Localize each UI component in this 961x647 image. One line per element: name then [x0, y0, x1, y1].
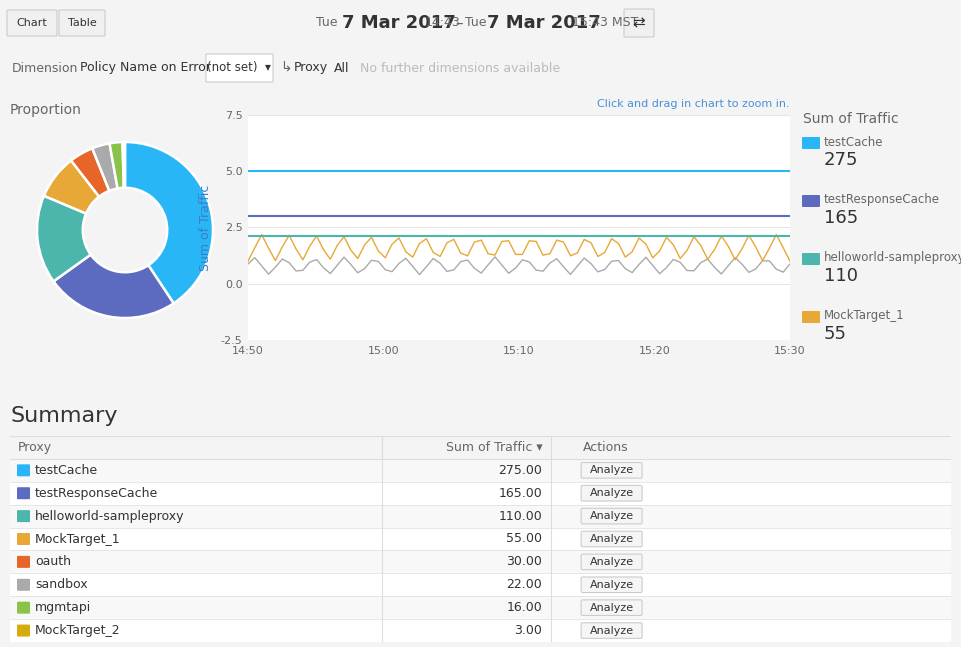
- FancyBboxPatch shape: [581, 554, 642, 569]
- FancyBboxPatch shape: [581, 531, 642, 547]
- Bar: [10, 573, 951, 597]
- Bar: [10, 482, 951, 505]
- Text: oauth: oauth: [35, 555, 71, 568]
- Text: –: –: [455, 16, 462, 30]
- Text: Analyze: Analyze: [589, 626, 633, 635]
- Text: Table: Table: [67, 18, 96, 28]
- Text: 15:43 MST: 15:43 MST: [572, 17, 638, 30]
- FancyBboxPatch shape: [802, 195, 820, 207]
- Text: 110.00: 110.00: [499, 510, 542, 523]
- Text: Policy Name on Error: Policy Name on Error: [80, 61, 210, 74]
- Text: 55: 55: [824, 325, 847, 343]
- FancyBboxPatch shape: [17, 510, 30, 522]
- FancyBboxPatch shape: [581, 509, 642, 524]
- FancyBboxPatch shape: [581, 463, 642, 478]
- Text: Dimension: Dimension: [12, 61, 79, 74]
- FancyBboxPatch shape: [17, 624, 30, 637]
- FancyBboxPatch shape: [624, 9, 654, 37]
- FancyBboxPatch shape: [206, 54, 273, 82]
- Wedge shape: [54, 255, 174, 318]
- Wedge shape: [110, 142, 124, 188]
- FancyBboxPatch shape: [59, 10, 105, 36]
- Text: All: All: [334, 61, 350, 74]
- Text: Click and drag in chart to zoom in.: Click and drag in chart to zoom in.: [598, 99, 790, 109]
- Text: 275.00: 275.00: [499, 464, 542, 477]
- FancyBboxPatch shape: [802, 311, 820, 323]
- Text: 165: 165: [824, 209, 858, 227]
- Text: Sum of Traffic: Sum of Traffic: [803, 112, 899, 126]
- Bar: [10, 527, 951, 551]
- Text: Analyze: Analyze: [589, 602, 633, 613]
- Text: testResponseCache: testResponseCache: [824, 193, 940, 206]
- Text: testCache: testCache: [824, 135, 883, 149]
- Text: Analyze: Analyze: [589, 511, 633, 521]
- Text: ⇄: ⇄: [632, 16, 646, 30]
- Text: Analyze: Analyze: [589, 465, 633, 476]
- FancyBboxPatch shape: [17, 579, 30, 591]
- FancyBboxPatch shape: [7, 10, 57, 36]
- Text: 7 Mar 2017: 7 Mar 2017: [487, 14, 601, 32]
- Text: Proxy: Proxy: [18, 441, 52, 454]
- FancyBboxPatch shape: [581, 600, 642, 615]
- Text: ↳: ↳: [280, 61, 291, 75]
- Text: 22.00: 22.00: [506, 578, 542, 591]
- Text: Tue: Tue: [316, 17, 338, 30]
- Text: helloworld-sampleproxy: helloworld-sampleproxy: [35, 510, 185, 523]
- FancyBboxPatch shape: [581, 577, 642, 593]
- Text: MockTarget_1: MockTarget_1: [824, 309, 904, 322]
- Text: 7 Mar 2017: 7 Mar 2017: [342, 14, 456, 32]
- Text: Proportion: Proportion: [10, 103, 82, 117]
- Wedge shape: [71, 148, 110, 197]
- FancyBboxPatch shape: [802, 253, 820, 265]
- Text: Proxy: Proxy: [294, 61, 328, 74]
- Text: 55.00: 55.00: [506, 532, 542, 545]
- FancyBboxPatch shape: [17, 602, 30, 613]
- Text: 14:43: 14:43: [425, 17, 460, 30]
- Text: Tue: Tue: [465, 17, 486, 30]
- Wedge shape: [37, 196, 90, 281]
- Text: Analyze: Analyze: [589, 557, 633, 567]
- Bar: [10, 505, 951, 527]
- Text: sandbox: sandbox: [35, 578, 87, 591]
- Text: testResponseCache: testResponseCache: [35, 487, 159, 499]
- Bar: [10, 619, 951, 642]
- FancyBboxPatch shape: [17, 556, 30, 568]
- Wedge shape: [92, 144, 117, 191]
- Bar: [10, 597, 951, 619]
- Wedge shape: [44, 160, 99, 214]
- FancyBboxPatch shape: [17, 487, 30, 499]
- Text: Analyze: Analyze: [589, 534, 633, 544]
- FancyBboxPatch shape: [581, 623, 642, 639]
- Wedge shape: [123, 142, 125, 188]
- Wedge shape: [125, 142, 213, 303]
- FancyBboxPatch shape: [581, 485, 642, 501]
- Text: 30.00: 30.00: [506, 555, 542, 568]
- FancyBboxPatch shape: [802, 137, 820, 149]
- Text: 165.00: 165.00: [499, 487, 542, 499]
- Text: Analyze: Analyze: [589, 488, 633, 498]
- Text: Actions: Actions: [582, 441, 628, 454]
- Text: MockTarget_1: MockTarget_1: [35, 532, 121, 545]
- Text: 3.00: 3.00: [514, 624, 542, 637]
- Bar: [10, 459, 951, 482]
- Text: Analyze: Analyze: [589, 580, 633, 590]
- Text: (not set)  ▾: (not set) ▾: [207, 61, 271, 74]
- Text: No further dimensions available: No further dimensions available: [360, 61, 560, 74]
- FancyBboxPatch shape: [17, 533, 30, 545]
- Text: MockTarget_2: MockTarget_2: [35, 624, 121, 637]
- Text: helloworld-sampleproxy: helloworld-sampleproxy: [824, 252, 961, 265]
- Text: mgmtapi: mgmtapi: [35, 601, 91, 614]
- Y-axis label: Sum of Traffic: Sum of Traffic: [199, 184, 212, 270]
- Text: testCache: testCache: [35, 464, 98, 477]
- Text: 110: 110: [824, 267, 858, 285]
- FancyBboxPatch shape: [17, 465, 30, 476]
- Text: Sum of Traffic ▾: Sum of Traffic ▾: [446, 441, 542, 454]
- Bar: [10, 551, 951, 573]
- Text: 16.00: 16.00: [506, 601, 542, 614]
- Text: 275: 275: [824, 151, 858, 169]
- Text: Chart: Chart: [16, 18, 47, 28]
- Text: Summary: Summary: [10, 406, 117, 426]
